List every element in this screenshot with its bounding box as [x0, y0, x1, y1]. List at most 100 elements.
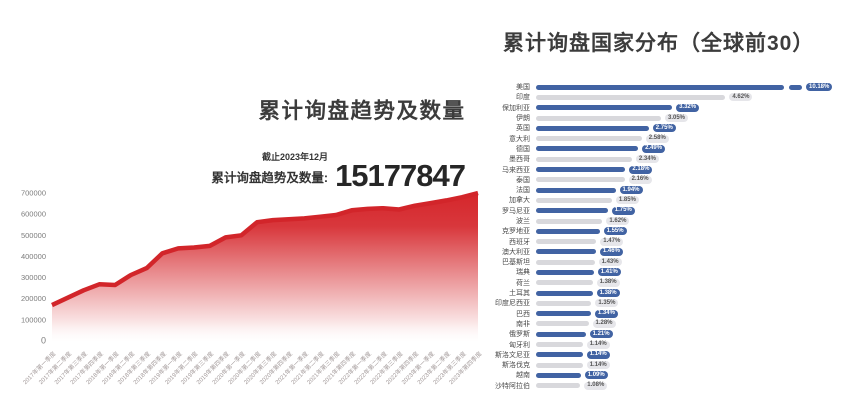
bar-track: 3.05% — [536, 114, 850, 123]
country-label: 加拿大 — [509, 197, 530, 205]
country-bar-chart: 美国 10.18% 印度 4.62% 保加利亚 3.32% 伊朗 3.05% 英国 2.75% 意大… — [452, 82, 850, 391]
cumulative-inquiry-count: 15177847 — [335, 157, 466, 193]
country-value-badge: 1.34% — [594, 309, 618, 318]
y-axis-tick-label: 400000 — [21, 252, 46, 261]
country-value-badge: 2.34% — [635, 155, 659, 164]
country-bar — [536, 300, 592, 306]
country-bar — [536, 321, 589, 327]
country-bar — [536, 197, 612, 203]
country-value-badge: 1.35% — [595, 299, 619, 308]
country-label: 意大利 — [509, 135, 530, 143]
country-value-badge: 3.05% — [665, 114, 689, 123]
area-fill — [52, 193, 478, 341]
trend-area-chart-svg: 0 100000 200000 300000 400000 500000 600000 700… — [21, 189, 483, 387]
trend-area-chart: 0 100000 200000 300000 400000 500000 600000 700… — [0, 186, 492, 408]
country-bar — [536, 177, 625, 183]
y-axis-tick-label: 0 — [41, 336, 46, 346]
country-bar-row: 斯洛伐克 1.14% — [452, 360, 850, 370]
country-value-badge: 1.55% — [603, 227, 627, 236]
trend-chart-title: 累计询盘趋势及数量 — [258, 99, 466, 123]
country-label: 印度尼西亚 — [495, 300, 530, 308]
bar-track: 1.38% — [536, 289, 850, 298]
country-bar — [536, 187, 616, 193]
country-bar — [536, 146, 639, 152]
country-bar — [536, 269, 594, 275]
bar-track: 1.14% — [536, 350, 850, 359]
country-value-badge: 1.85% — [615, 196, 639, 205]
country-bar-row: 越南 1.09% — [452, 370, 850, 380]
country-value-badge: 10.18% — [806, 83, 833, 92]
country-bar-row: 荷兰 1.38% — [452, 278, 850, 288]
country-bar-row: 墨西哥 2.34% — [452, 154, 850, 164]
bar-track: 1.85% — [536, 196, 850, 205]
country-label: 西班牙 — [509, 238, 530, 246]
country-label: 土耳其 — [509, 290, 530, 298]
country-value-badge: 2.16% — [628, 175, 652, 184]
bar-track: 1.14% — [536, 340, 850, 349]
country-label: 斯洛文尼亚 — [495, 351, 530, 359]
country-bar-row: 罗马尼亚 1.75% — [452, 206, 850, 216]
cumulative-stat: 截止2023年12月 累计询盘趋势及数量: 15177847 — [150, 150, 466, 193]
bar-track: 1.94% — [536, 186, 850, 195]
trend-line — [51, 190, 479, 308]
country-bar-row: 土耳其 1.38% — [452, 288, 850, 298]
country-value-badge: 2.18% — [629, 165, 653, 174]
country-value-badge: 1.38% — [596, 289, 620, 298]
country-label: 波兰 — [516, 218, 530, 225]
bar-track: 1.34% — [536, 309, 850, 318]
bar-track: 1.09% — [536, 371, 850, 380]
bar-track: 1.14% — [536, 361, 850, 370]
country-bar-row: 意大利 2.58% — [452, 133, 850, 143]
country-bar — [536, 218, 603, 224]
country-bar-row: 美国 10.18% — [452, 82, 850, 92]
country-label: 罗马尼亚 — [502, 207, 530, 215]
country-label: 荷兰 — [516, 279, 530, 287]
country-bar — [536, 280, 593, 286]
bar-track: 2.75% — [536, 124, 850, 133]
y-axis-tick-label: 300000 — [21, 273, 46, 282]
country-label: 保加利亚 — [502, 104, 530, 112]
country-bar-row: 保加利亚 3.32% — [452, 103, 850, 113]
bar-track: 2.58% — [536, 134, 850, 143]
bar-track: 1.55% — [536, 227, 850, 236]
bar-track: 1.38% — [536, 278, 850, 287]
country-value-badge: 3.32% — [676, 103, 700, 112]
bar-track: 1.35% — [536, 299, 850, 308]
country-label: 澳大利亚 — [502, 248, 530, 256]
country-bar-row: 俄罗斯 1.21% — [452, 329, 850, 339]
country-bar — [536, 383, 581, 389]
bar-track: 3.32% — [536, 103, 850, 112]
country-bar — [536, 342, 583, 348]
country-value-badge: 1.14% — [586, 350, 610, 359]
country-label: 巴基斯坦 — [502, 259, 530, 267]
country-bar-row: 瑞典 1.41% — [452, 267, 850, 277]
country-value-badge: 1.46% — [599, 247, 623, 256]
country-value-badge: 1.14% — [586, 340, 610, 349]
bar-track: 2.34% — [536, 155, 850, 164]
bar-track: 2.49% — [536, 144, 850, 153]
bar-track: 2.18% — [536, 165, 850, 174]
country-bar — [536, 94, 726, 100]
country-bar-row: 波兰 1.62% — [452, 216, 850, 226]
country-bar — [536, 311, 591, 317]
country-value-badge: 1.94% — [619, 186, 643, 195]
country-bar-row: 斯洛文尼亚 1.14% — [452, 350, 850, 360]
country-bar-truncated-tip — [789, 84, 802, 90]
y-axis-tick-label: 600000 — [21, 210, 46, 219]
country-bar-row: 巴西 1.34% — [452, 309, 850, 319]
country-label: 越南 — [516, 372, 530, 380]
country-value-badge: 1.75% — [611, 206, 635, 215]
country-bar-row: 法国 1.94% — [452, 185, 850, 195]
country-value-badge: 1.47% — [600, 237, 624, 246]
country-bar — [536, 249, 596, 255]
bar-track: 10.18% — [536, 83, 850, 92]
country-bar — [536, 105, 673, 111]
country-bar-row: 沙特阿拉伯 1.08% — [452, 381, 850, 391]
country-value-badge: 1.38% — [596, 278, 620, 287]
country-value-badge: 1.41% — [597, 268, 621, 277]
country-bar — [536, 259, 595, 265]
country-label: 南非 — [516, 320, 530, 328]
country-chart-title: 累计询盘国家分布（全球前30） — [503, 32, 815, 55]
country-label: 泰国 — [516, 176, 530, 184]
country-label: 印度 — [516, 94, 530, 102]
